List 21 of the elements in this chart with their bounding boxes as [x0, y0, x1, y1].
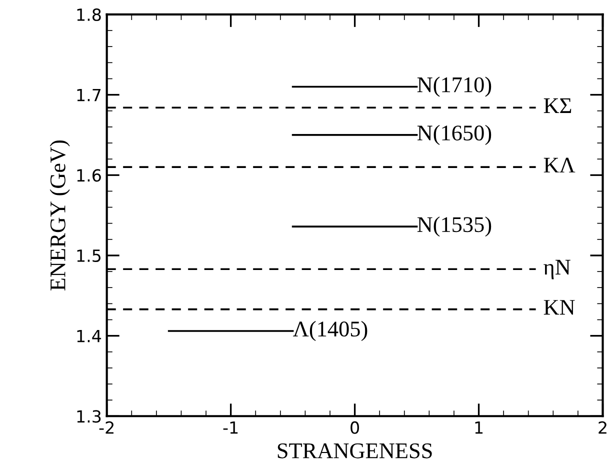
y-axis-title: ENERGY (GeV) [50, 140, 70, 290]
x-tick-label: -1 [223, 422, 238, 434]
x-tick-label: -2 [99, 421, 114, 434]
x-tick-label: 0 [350, 421, 359, 434]
y-tick-label: 1.3 [77, 410, 101, 423]
ref-line-label: ηN [544, 260, 570, 280]
x-axis-title: STRANGENESS [278, 443, 432, 458]
y-tick-label: 1.7 [77, 88, 101, 102]
ref-line-label: KN [544, 300, 575, 315]
y-tick-label: 1.8 [77, 8, 101, 22]
series-label: N(1650) [417, 124, 492, 146]
ref-line-label: KΣ [544, 98, 572, 113]
x-tick-label: 1 [475, 422, 483, 434]
x-tick-label: 2 [598, 421, 606, 434]
y-tick-label: 1.6 [77, 169, 101, 182]
series-label: N(1710) [417, 76, 492, 97]
series-label: Λ(1405) [293, 320, 368, 342]
ref-line-label: KΛ [544, 158, 576, 172]
y-tick-label: 1.5 [77, 250, 101, 262]
y-tick-label: 1.4 [77, 330, 102, 342]
series-label: N(1535) [417, 216, 492, 237]
